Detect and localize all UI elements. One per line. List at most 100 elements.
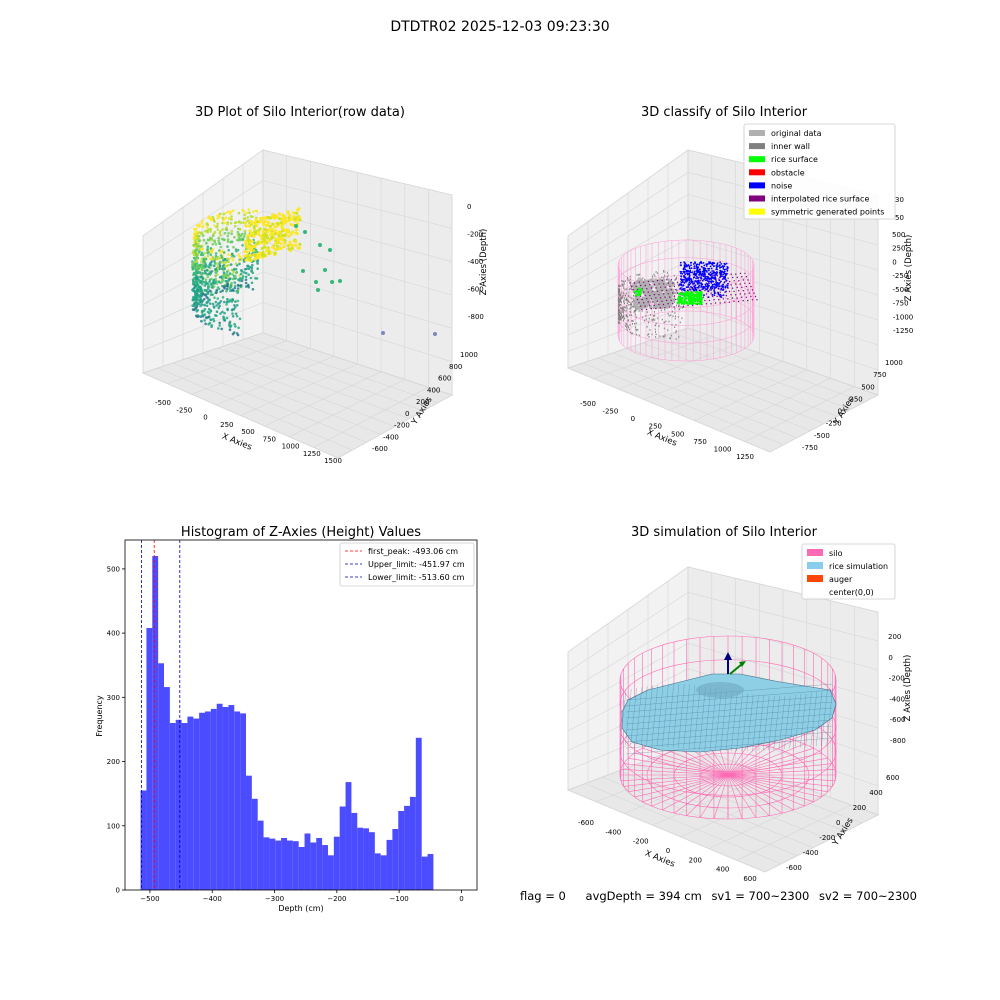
rice-surface-point [687, 295, 691, 298]
tick-label: 250 [220, 421, 233, 429]
interpolated-point [744, 272, 746, 275]
interpolated-point [718, 299, 720, 301]
rice-mesh-line [725, 691, 733, 751]
interpolated-point [728, 280, 731, 283]
raw-point [255, 260, 259, 263]
rice-surface-point [677, 297, 680, 300]
noise-point [723, 265, 726, 268]
raw-point [219, 312, 222, 315]
rice-mesh-line [641, 686, 648, 746]
inner-wall-point [661, 276, 663, 279]
grid-line [719, 378, 831, 432]
grid-line [215, 356, 335, 406]
inner-wall-point [629, 296, 631, 299]
raw-point [205, 222, 209, 225]
raw-point [208, 280, 211, 284]
inner-wall-point [618, 296, 620, 299]
raw-point [195, 292, 199, 296]
inner-wall-point [675, 331, 677, 334]
grid-line [584, 783, 782, 865]
grid-line [595, 754, 716, 802]
inner-wall-point [633, 300, 635, 302]
raw-point [254, 232, 258, 236]
classify-3d-plot: 3D classify of Silo Interior -500-250025… [566, 105, 914, 461]
raw-point [266, 223, 270, 227]
raw-point [238, 279, 242, 282]
inner-wall-point [632, 332, 634, 335]
original-point [645, 303, 649, 308]
raw-point [282, 245, 286, 249]
classify-legend-box [743, 123, 896, 220]
inner-wall-point [628, 326, 629, 329]
raw-point [207, 238, 210, 242]
noise-point [688, 265, 691, 268]
inner-wall-point [621, 315, 623, 318]
interpolated-point [710, 303, 712, 305]
noise-point [711, 287, 714, 290]
rice-surface-point [696, 302, 699, 305]
noise-point [720, 273, 722, 275]
grid-line [191, 348, 311, 395]
rice-mesh-line [672, 684, 680, 748]
raw-point [280, 233, 285, 238]
raw-point [301, 269, 305, 273]
inner-wall-point [618, 314, 620, 317]
raw-point [209, 257, 212, 261]
raw-point [233, 304, 236, 307]
interpolated-point [744, 293, 746, 295]
interpolated-point [704, 299, 706, 302]
noise-point [694, 286, 696, 289]
raw-point [221, 228, 224, 231]
raw-point [338, 279, 342, 283]
inner-wall-point [624, 299, 626, 301]
inner-wall-point [623, 300, 625, 302]
raw-point [318, 243, 322, 247]
raw-point [249, 276, 253, 280]
inner-wall-point [630, 303, 631, 306]
interpolated-point [737, 300, 740, 303]
histogram-bar [363, 828, 369, 890]
raw-point [225, 316, 229, 320]
inner-wall-point [692, 278, 694, 280]
raw-point [214, 270, 218, 274]
raw-point [250, 221, 254, 225]
inner-wall-point [621, 307, 622, 310]
raw-plot-title: 3D Plot of Silo Interior(row data) [195, 105, 405, 120]
histogram-bar [210, 708, 217, 890]
interpolated-point [672, 292, 674, 294]
noise-point [683, 282, 686, 284]
raw-point [247, 208, 251, 211]
histogram-bar [339, 806, 346, 890]
original-point [649, 305, 653, 309]
raw-point [289, 232, 293, 236]
raw-point [223, 311, 226, 315]
grid-line [636, 764, 830, 840]
auger-arrow-y [739, 661, 746, 667]
interpolated-point [742, 290, 744, 292]
raw-point [198, 225, 201, 228]
histogram-bar [234, 711, 241, 890]
raw-point [218, 324, 221, 327]
original-point [637, 297, 641, 302]
inner-wall-point [675, 338, 677, 340]
raw-point [241, 277, 244, 280]
inner-wall-point [648, 321, 650, 324]
inner-wall-point [628, 319, 630, 321]
noise-point [716, 263, 719, 266]
tick-label: 50 [895, 214, 904, 222]
raw-point [241, 244, 244, 247]
noise-point [722, 288, 725, 291]
raw-point [219, 254, 223, 257]
interpolated-point [661, 289, 663, 292]
raw-point [213, 220, 216, 223]
raw-point [236, 299, 240, 303]
raw-point [209, 309, 212, 313]
histogram-bar [175, 719, 182, 890]
tick-label: 400 [427, 386, 440, 394]
noise-point [715, 272, 718, 275]
raw-point [217, 241, 221, 245]
inner-wall-point [618, 312, 619, 314]
